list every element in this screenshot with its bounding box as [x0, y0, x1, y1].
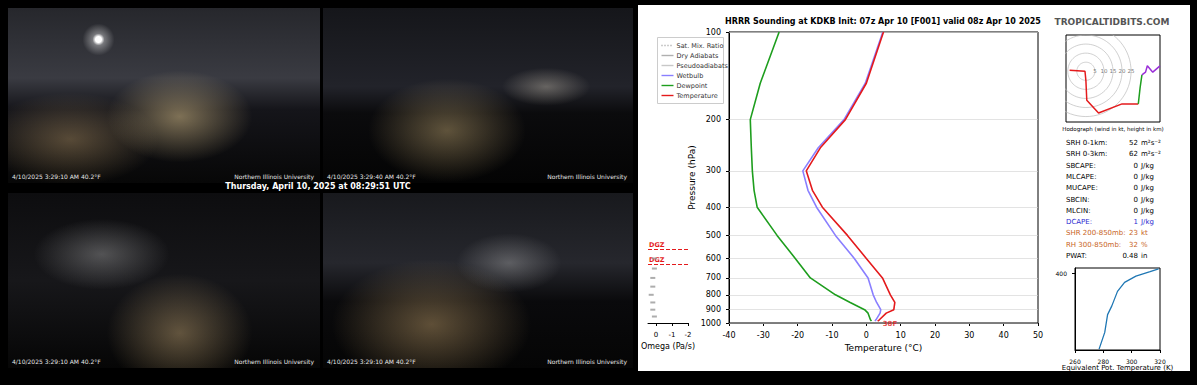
svg-text:RH 300-850mb:: RH 300-850mb: [1066, 241, 1121, 249]
svg-text:Hodograph (wind in kt, height: Hodograph (wind in kt, height in km) [1062, 126, 1163, 133]
svg-text:Equivalent Pot. Temperature (K: Equivalent Pot. Temperature (K) [1062, 364, 1174, 372]
svg-text:52: 52 [1129, 139, 1138, 147]
svg-text:200: 200 [706, 115, 721, 124]
svg-text:m²s⁻²: m²s⁻² [1141, 150, 1161, 158]
svg-text:900: 900 [706, 305, 721, 314]
svg-text:23: 23 [1129, 229, 1138, 237]
svg-text:TROPICALTIDBITS.COM: TROPICALTIDBITS.COM [1055, 17, 1170, 27]
svg-text:-20: -20 [791, 331, 804, 340]
svg-text:SHR 200-850mb:: SHR 200-850mb: [1066, 229, 1126, 237]
svg-text:m²s⁻²: m²s⁻² [1141, 139, 1161, 147]
html-text:Northern Illinois University: Northern Illinois University [547, 173, 627, 180]
svg-text:SBCIN:: SBCIN: [1066, 196, 1090, 204]
svg-text:300: 300 [706, 166, 721, 175]
svg-text:%: % [1141, 241, 1148, 249]
svg-text:700: 700 [706, 273, 721, 282]
html-text:4/10/2025 3:29:10 AM 40.2°F: 4/10/2025 3:29:10 AM 40.2°F [327, 358, 416, 365]
svg-text:25: 25 [1128, 68, 1135, 74]
svg-text:32: 32 [1129, 241, 1138, 249]
svg-text:SBCAPE:: SBCAPE: [1066, 162, 1096, 170]
svg-text:280: 280 [1098, 358, 1110, 365]
svg-text:0: 0 [864, 331, 869, 340]
svg-text:-1: -1 [669, 331, 676, 339]
svg-text:20: 20 [1119, 68, 1126, 74]
svg-text:400: 400 [1056, 270, 1068, 277]
html-text:Northern Illinois University: Northern Illinois University [234, 173, 314, 180]
svg-text:J/kg: J/kg [1140, 162, 1154, 170]
svg-text:Temperature: Temperature [676, 92, 718, 100]
svg-text:500: 500 [706, 231, 721, 240]
svg-text:-2: -2 [685, 331, 692, 339]
svg-text:kt: kt [1141, 229, 1148, 237]
svg-text:MLCAPE:: MLCAPE: [1066, 173, 1097, 181]
svg-text:J/kg: J/kg [1140, 173, 1154, 181]
svg-text:100: 100 [706, 28, 721, 37]
svg-text:DGZ: DGZ [649, 256, 665, 264]
svg-text:1: 1 [1134, 218, 1138, 226]
svg-text:DGZ: DGZ [649, 241, 665, 249]
html-text:4/10/2025 3:29:10 AM 40.2°F: 4/10/2025 3:29:10 AM 40.2°F [12, 173, 101, 180]
svg-text:300: 300 [1126, 358, 1138, 365]
svg-text:600: 600 [706, 254, 721, 263]
svg-text:SRH 0-1km:: SRH 0-1km: [1066, 139, 1107, 147]
svg-text:320: 320 [1154, 358, 1166, 365]
svg-text:Temperature (°C): Temperature (°C) [844, 343, 923, 353]
svg-text:0.48: 0.48 [1122, 252, 1138, 260]
svg-text:62: 62 [1129, 150, 1138, 158]
svg-text:0: 0 [1134, 173, 1138, 181]
svg-text:SRH 0-3km:: SRH 0-3km: [1066, 150, 1107, 158]
svg-text:400: 400 [706, 203, 721, 212]
svg-text:Omega (Pa/s): Omega (Pa/s) [641, 342, 695, 351]
svg-text:J/kg: J/kg [1140, 218, 1154, 226]
html-text:4/10/2025 3:29:40 AM 40.2°F: 4/10/2025 3:29:40 AM 40.2°F [327, 173, 416, 180]
svg-text:MUCAPE:: MUCAPE: [1066, 184, 1098, 192]
svg-text:J/kg: J/kg [1140, 196, 1154, 204]
html-text:Northern Illinois University: Northern Illinois University [234, 358, 314, 365]
svg-text:Dry Adiabats: Dry Adiabats [677, 52, 719, 60]
svg-text:10: 10 [1100, 68, 1107, 74]
svg-text:-40: -40 [722, 331, 735, 340]
svg-text:J/kg: J/kg [1140, 184, 1154, 192]
svg-text:40: 40 [999, 331, 1009, 340]
svg-text:10: 10 [896, 331, 906, 340]
svg-text:0: 0 [1134, 162, 1138, 170]
svg-text:0: 0 [1134, 207, 1138, 215]
svg-text:50: 50 [1033, 331, 1043, 340]
svg-text:5: 5 [1093, 68, 1097, 74]
html-text:Northern Illinois University: Northern Illinois University [547, 358, 627, 365]
svg-text:MLCIN:: MLCIN: [1066, 207, 1091, 215]
svg-text:DCAPE:: DCAPE: [1066, 218, 1092, 226]
svg-text:1000: 1000 [701, 319, 721, 328]
svg-text:-30: -30 [757, 331, 770, 340]
svg-text:in: in [1141, 252, 1147, 260]
svg-text:HRRR Sounding at KDKB Init: 07: HRRR Sounding at KDKB Init: 07z Apr 10 [… [725, 17, 1041, 26]
svg-text:20: 20 [930, 331, 940, 340]
svg-text:Dewpoint: Dewpoint [677, 82, 708, 90]
svg-text:0: 0 [654, 331, 658, 339]
svg-text:30: 30 [964, 331, 974, 340]
html-text:4/10/2025 3:29:10 AM 40.2°F: 4/10/2025 3:29:10 AM 40.2°F [12, 358, 101, 365]
svg-text:Sat. Mix. Ratio: Sat. Mix. Ratio [677, 42, 724, 50]
svg-text:Pressure (hPa): Pressure (hPa) [687, 145, 697, 210]
html-text:Thursday, April 10, 2025 at 08: Thursday, April 10, 2025 at 08:29:51 UTC [225, 182, 411, 191]
svg-text:38F: 38F [883, 320, 898, 328]
svg-text:0: 0 [1134, 196, 1138, 204]
svg-text:PWAT:: PWAT: [1066, 252, 1087, 260]
svg-text:Wetbulb: Wetbulb [677, 72, 704, 80]
svg-text:800: 800 [706, 290, 721, 299]
svg-text:Pseudoadiabats: Pseudoadiabats [677, 62, 729, 70]
svg-text:0: 0 [1134, 184, 1138, 192]
svg-text:J/kg: J/kg [1140, 207, 1154, 215]
svg-text:-10: -10 [825, 331, 838, 340]
svg-text:260: 260 [1069, 358, 1081, 365]
svg-text:15: 15 [1110, 68, 1117, 74]
